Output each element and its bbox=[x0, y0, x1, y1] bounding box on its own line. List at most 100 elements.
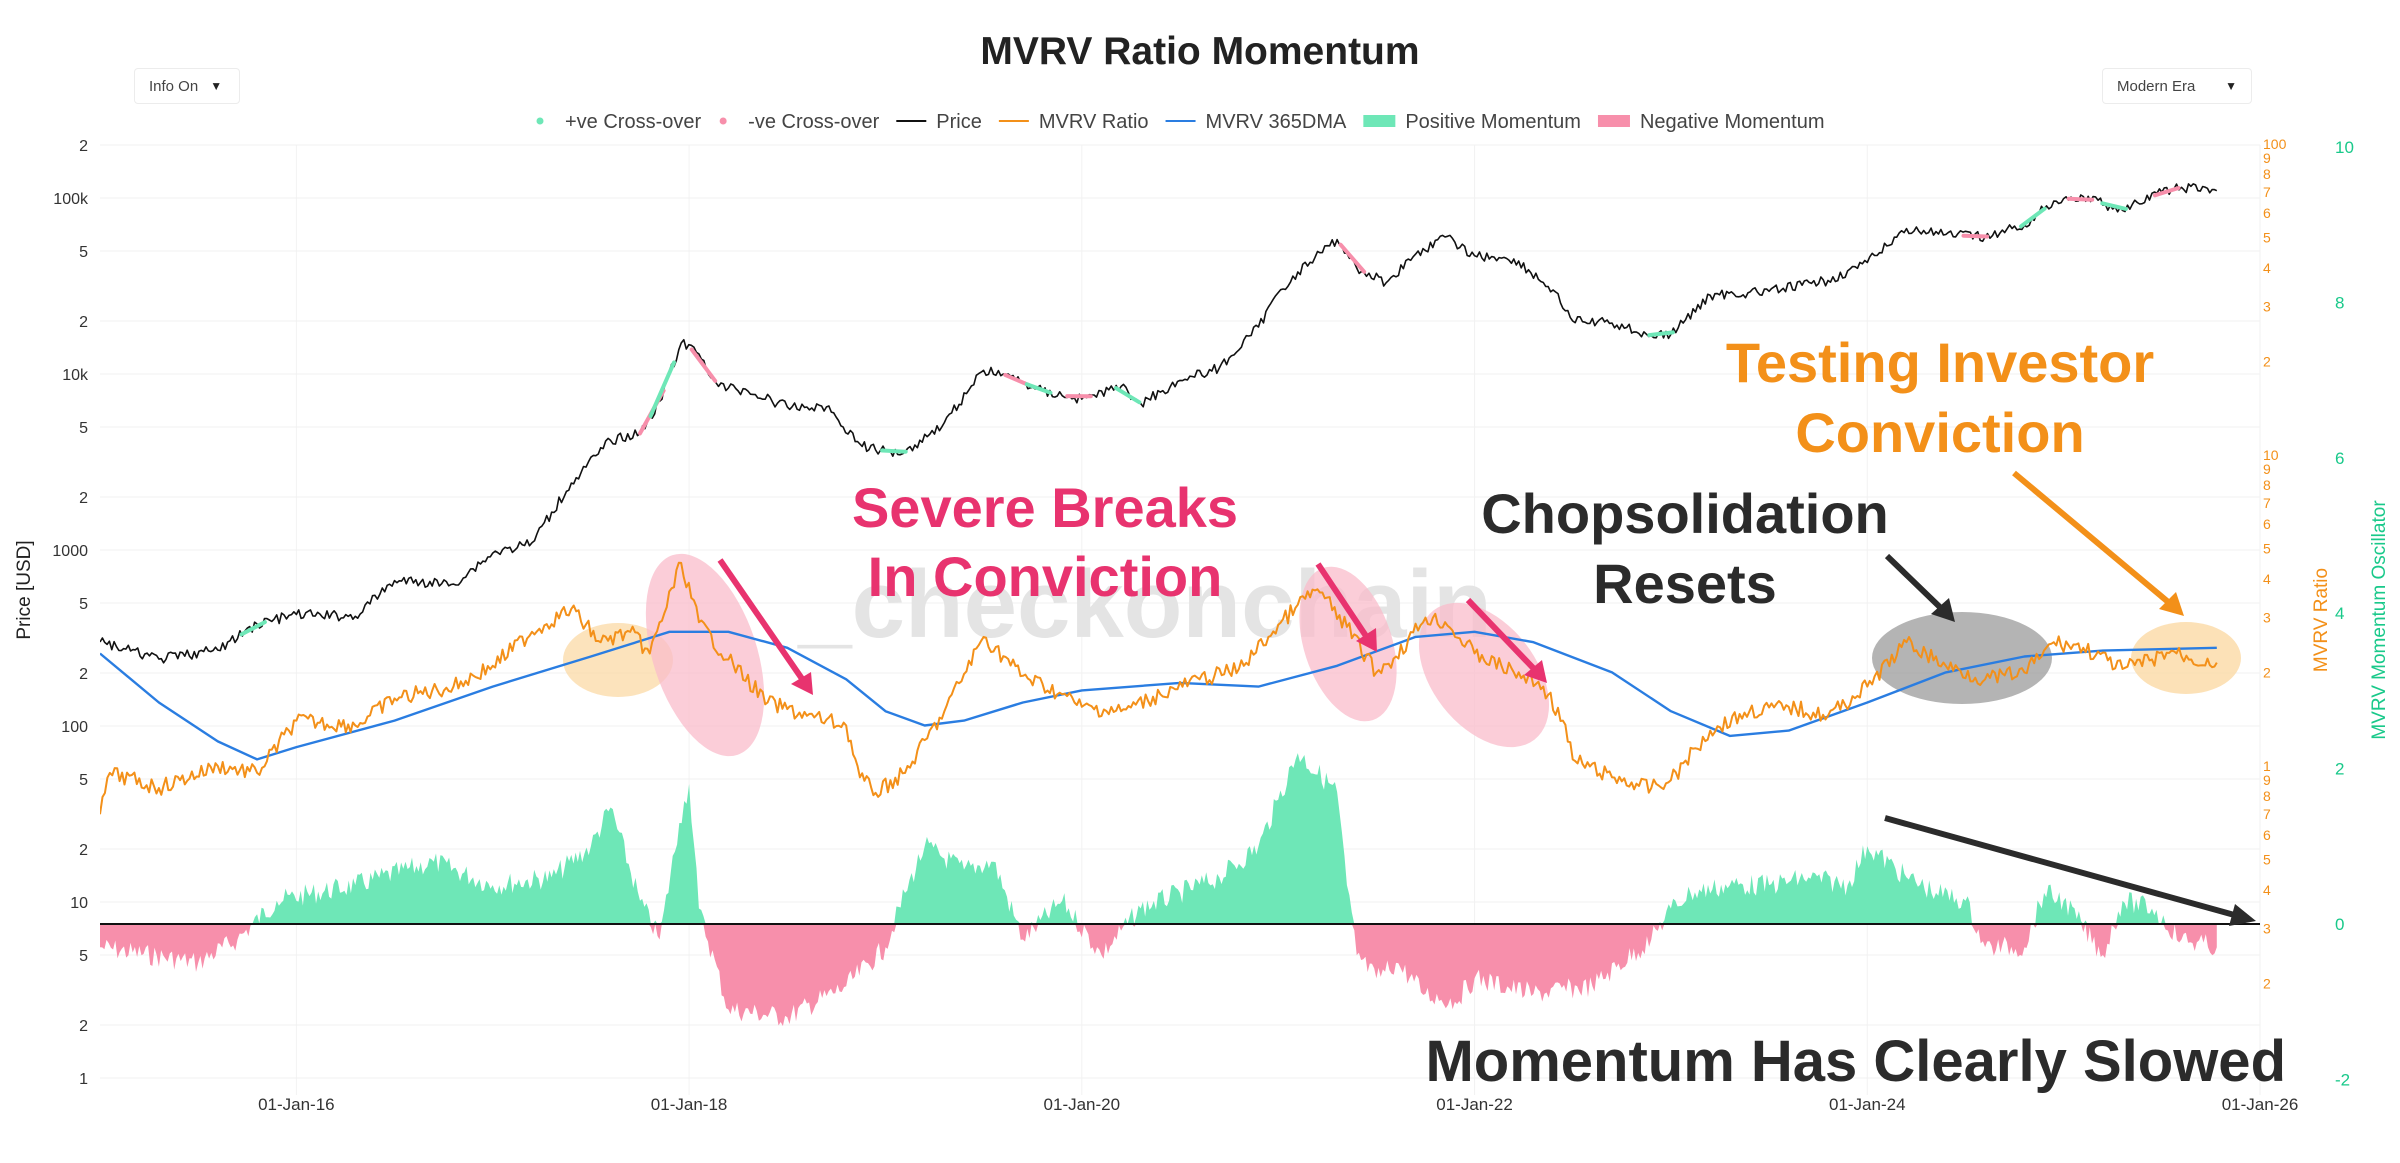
arrow-testing-head bbox=[2159, 592, 2184, 616]
x-tick-label: 01-Jan-26 bbox=[2222, 1095, 2299, 1114]
mvrv-tick-label: 6 bbox=[2263, 516, 2271, 532]
legend-swatch-dot bbox=[719, 117, 727, 125]
negative-crossover-segment bbox=[1961, 233, 1990, 239]
mvrv-tick-label: 7 bbox=[2263, 184, 2271, 200]
chart-title: MVRV Ratio Momentum bbox=[980, 30, 1420, 73]
price-tick-label: 1 bbox=[79, 1071, 88, 1088]
price-tick-label: 1000 bbox=[52, 543, 88, 560]
legend: +ve Cross-over -ve Cross-over Price MVRV Ra… bbox=[536, 111, 1825, 133]
chopsolidation-line1: Chopsolidation bbox=[1481, 482, 1889, 545]
price-tick-label: 5 bbox=[79, 596, 88, 613]
oscillator-tick-label: -2 bbox=[2335, 1070, 2350, 1089]
severe-breaks-line2: In Conviction bbox=[868, 545, 1223, 608]
testing-conviction-line2: Conviction bbox=[1795, 401, 2084, 464]
mvrv-tick-label: 6 bbox=[2263, 827, 2271, 843]
highlight-ellipse-chop bbox=[1872, 612, 2052, 704]
legend-item: -ve Cross-over bbox=[719, 111, 880, 133]
arrow-2022-head bbox=[1524, 660, 1547, 683]
oscillator-tick-label: 8 bbox=[2335, 293, 2344, 312]
mvrv-365dma-line bbox=[100, 630, 2217, 761]
mvrv-tick-label: 8 bbox=[2263, 166, 2271, 182]
x-tick-label: 01-Jan-22 bbox=[1436, 1095, 1513, 1114]
price-tick-label: 10k bbox=[62, 367, 89, 384]
mvrv-tick-label: 2 bbox=[2263, 975, 2271, 991]
mvrv-tick-label: 7 bbox=[2263, 806, 2271, 822]
highlight-ellipse-2021 bbox=[1299, 566, 1397, 722]
arrow-chop bbox=[1884, 553, 1948, 615]
oscillator-tick-label: 10 bbox=[2335, 138, 2354, 157]
y-axis-title-oscillator: MVRV Momentum Oscillator bbox=[2369, 500, 2390, 740]
price-tick-label: 2 bbox=[79, 1018, 88, 1035]
y-axis-title-mvrv: MVRV Ratio bbox=[2311, 568, 2332, 672]
legend-item: Price bbox=[896, 111, 982, 133]
mvrv-tick-label: 9 bbox=[2263, 461, 2271, 477]
info-dropdown[interactable]: Info On ▼ bbox=[134, 68, 240, 104]
legend-swatch-area bbox=[1363, 115, 1396, 127]
chevron-down-icon: ▼ bbox=[2225, 79, 2237, 93]
negative-crossover-segment bbox=[2066, 196, 2095, 202]
negative-momentum-area bbox=[100, 924, 2217, 1026]
mvrv-tick-label: 6 bbox=[2263, 205, 2271, 221]
mvrv-tick-label: 2 bbox=[2263, 664, 2271, 680]
arrow-testing bbox=[2012, 470, 2175, 609]
legend-label: Negative Momentum bbox=[1640, 111, 1825, 133]
severe-breaks-line1: Severe Breaks bbox=[852, 476, 1238, 539]
price-tick-label: 2 bbox=[79, 138, 88, 155]
arrow-2021 bbox=[1315, 562, 1373, 644]
price-tick-label: 2 bbox=[79, 666, 88, 683]
momentum-slowed-text: Momentum Has Clearly Slowed bbox=[1425, 1029, 2286, 1094]
y-axis-title-price: Price [USD] bbox=[14, 540, 35, 639]
positive-crossover-segment bbox=[1113, 386, 1142, 405]
legend-item: Negative Momentum bbox=[1597, 111, 1825, 133]
arrow-momentum-head bbox=[2229, 904, 2256, 926]
price-line bbox=[100, 183, 2218, 664]
arrow-2022 bbox=[1465, 597, 1540, 675]
mvrv-tick-label: 4 bbox=[2263, 260, 2271, 276]
mvrv-tick-label: 4 bbox=[2263, 571, 2271, 587]
legend-label: +ve Cross-over bbox=[565, 111, 701, 133]
mvrv-tick-label: 10 bbox=[2263, 447, 2279, 463]
negative-crossover-segment bbox=[689, 347, 718, 383]
era-dropdown-label: Modern Era bbox=[2117, 77, 2196, 95]
mvrv-tick-label: 9 bbox=[2263, 150, 2271, 166]
price-tick-label: 2 bbox=[79, 842, 88, 859]
highlight-ellipse-2017 bbox=[563, 623, 673, 697]
legend-swatch-dot bbox=[536, 117, 544, 125]
mvrv-tick-label: 5 bbox=[2263, 230, 2271, 246]
arrow-2018 bbox=[717, 558, 810, 688]
oscillator-tick-label: 0 bbox=[2335, 915, 2344, 934]
chevron-down-icon: ▼ bbox=[210, 79, 223, 93]
chopsolidation-line2: Resets bbox=[1593, 552, 1777, 615]
highlight-ellipses bbox=[563, 553, 2241, 757]
price-tick-label: 100 bbox=[61, 719, 88, 736]
arrow-momentum bbox=[1884, 815, 2239, 919]
info-dropdown-label: Info On bbox=[149, 77, 199, 95]
x-tick-label: 01-Jan-24 bbox=[1829, 1095, 1906, 1114]
oscillator-tick-label: 6 bbox=[2335, 449, 2344, 468]
mvrv-ratio-line bbox=[100, 561, 2218, 815]
arrow-2021-head bbox=[1356, 628, 1377, 652]
legend-item: Positive Momentum bbox=[1363, 111, 1581, 133]
x-tick-label: 01-Jan-20 bbox=[1044, 1095, 1121, 1114]
price-tick-label: 2 bbox=[79, 490, 88, 507]
price-tick-label: 5 bbox=[79, 772, 88, 789]
mvrv-tick-label: 5 bbox=[2263, 852, 2271, 868]
positive-crossover-segment bbox=[880, 448, 908, 454]
legend-label: -ve Cross-over bbox=[748, 111, 879, 133]
mvrv-tick-label: 7 bbox=[2263, 495, 2271, 511]
price-tick-label: 5 bbox=[79, 244, 88, 261]
positive-crossover-segment bbox=[2100, 201, 2128, 211]
arrow-chop-head bbox=[1931, 598, 1955, 622]
arrow-2018-head bbox=[791, 672, 813, 695]
legend-label: Price bbox=[936, 111, 982, 133]
testing-conviction-line1: Testing Investor bbox=[1726, 331, 2154, 394]
era-dropdown[interactable]: Modern Era ▼ bbox=[2102, 68, 2252, 104]
mvrv-tick-label: 3 bbox=[2263, 921, 2271, 937]
mvrv-tick-label: 5 bbox=[2263, 541, 2271, 557]
mvrv-tick-label: 3 bbox=[2263, 610, 2271, 626]
lines-layer bbox=[100, 183, 2218, 815]
legend-label: Positive Momentum bbox=[1405, 111, 1581, 133]
mvrv-tick-label: 2 bbox=[2263, 353, 2271, 369]
legend-label: MVRV Ratio bbox=[1039, 111, 1149, 133]
